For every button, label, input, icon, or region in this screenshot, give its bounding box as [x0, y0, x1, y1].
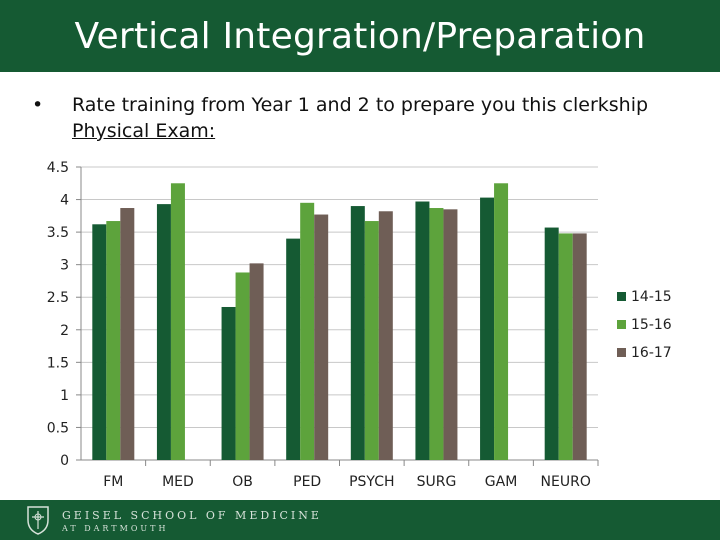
legend-swatch-16-17 — [617, 348, 626, 357]
slide-title: Vertical Integration/Preparation — [74, 15, 646, 57]
bullet-dot: • — [32, 94, 44, 116]
legend-label: 16-17 — [631, 345, 672, 361]
bar-15-16-SURG — [429, 208, 444, 460]
title-bar: Vertical Integration/Preparation — [0, 0, 720, 72]
x-tick-label: PSYCH — [349, 474, 394, 490]
y-tick-label: 2.5 — [47, 290, 69, 306]
bar-chart: 0 0.5 1 1.5 2 2.5 3 3.5 4 4.5 FM MED OB PED PSYCH SURG G… — [47, 160, 672, 490]
bullet-text: Rate training from Year 1 and 2 to prepa… — [72, 92, 712, 144]
x-tick-label: NEURO — [541, 474, 591, 490]
bar-16-17-PED — [314, 214, 329, 460]
bar-15-16-FM — [106, 221, 121, 460]
y-tick-label: 3.5 — [47, 225, 69, 241]
shield-crest-icon — [27, 506, 49, 535]
bar-15-16-GAM — [494, 183, 509, 460]
legend-label: 15-16 — [631, 317, 672, 333]
school-affiliation: AT DARTMOUTH — [62, 524, 169, 533]
bar-16-17-FM — [120, 208, 135, 460]
bar-16-17-SURG — [443, 209, 458, 460]
y-tick-label: 1.5 — [47, 355, 69, 371]
bar-14-15-PSYCH — [350, 206, 365, 460]
y-tick-label: 0.5 — [47, 420, 69, 436]
bar-15-16-OB — [235, 272, 250, 460]
bar-16-17-NEURO — [572, 233, 587, 460]
legend-label: 14-15 — [631, 289, 672, 305]
bullet-line-1: Rate training from Year 1 and 2 to prepa… — [72, 94, 649, 116]
bar-14-15-OB — [221, 306, 236, 460]
school-name: GEISEL SCHOOL OF MEDICINE — [62, 509, 322, 522]
bar-16-17-OB — [249, 263, 264, 460]
y-tick-label: 1 — [60, 388, 69, 404]
bar-14-15-MED — [156, 204, 171, 460]
x-tick-label: FM — [103, 474, 123, 490]
bar-15-16-MED — [170, 183, 185, 460]
bar-14-15-NEURO — [544, 227, 559, 460]
bar-15-16-PED — [300, 202, 315, 461]
y-tick-label: 4.5 — [47, 160, 69, 176]
bar-14-15-FM — [92, 224, 107, 460]
bar-16-17-PSYCH — [378, 211, 393, 460]
footer-bar: GEISEL SCHOOL OF MEDICINE AT DARTMOUTH — [0, 500, 720, 540]
y-tick-label: 0 — [60, 453, 69, 469]
legend-swatch-14-15 — [617, 292, 626, 301]
bar-15-16-PSYCH — [364, 221, 379, 460]
legend-swatch-15-16 — [617, 320, 626, 329]
y-tick-label: 3 — [60, 258, 69, 274]
bar-14-15-SURG — [415, 201, 430, 460]
bar-15-16-NEURO — [558, 233, 573, 460]
y-tick-label: 4 — [60, 193, 69, 209]
bar-14-15-GAM — [480, 197, 495, 460]
x-tick-label: PED — [293, 474, 321, 490]
bullet-line-2: Physical Exam: — [72, 120, 216, 142]
x-tick-label: GAM — [485, 474, 518, 490]
x-tick-label: SURG — [417, 474, 457, 490]
x-tick-label: MED — [162, 474, 194, 490]
bar-14-15-PED — [286, 238, 301, 460]
x-tick-label: OB — [232, 474, 253, 490]
y-tick-label: 2 — [60, 323, 69, 339]
